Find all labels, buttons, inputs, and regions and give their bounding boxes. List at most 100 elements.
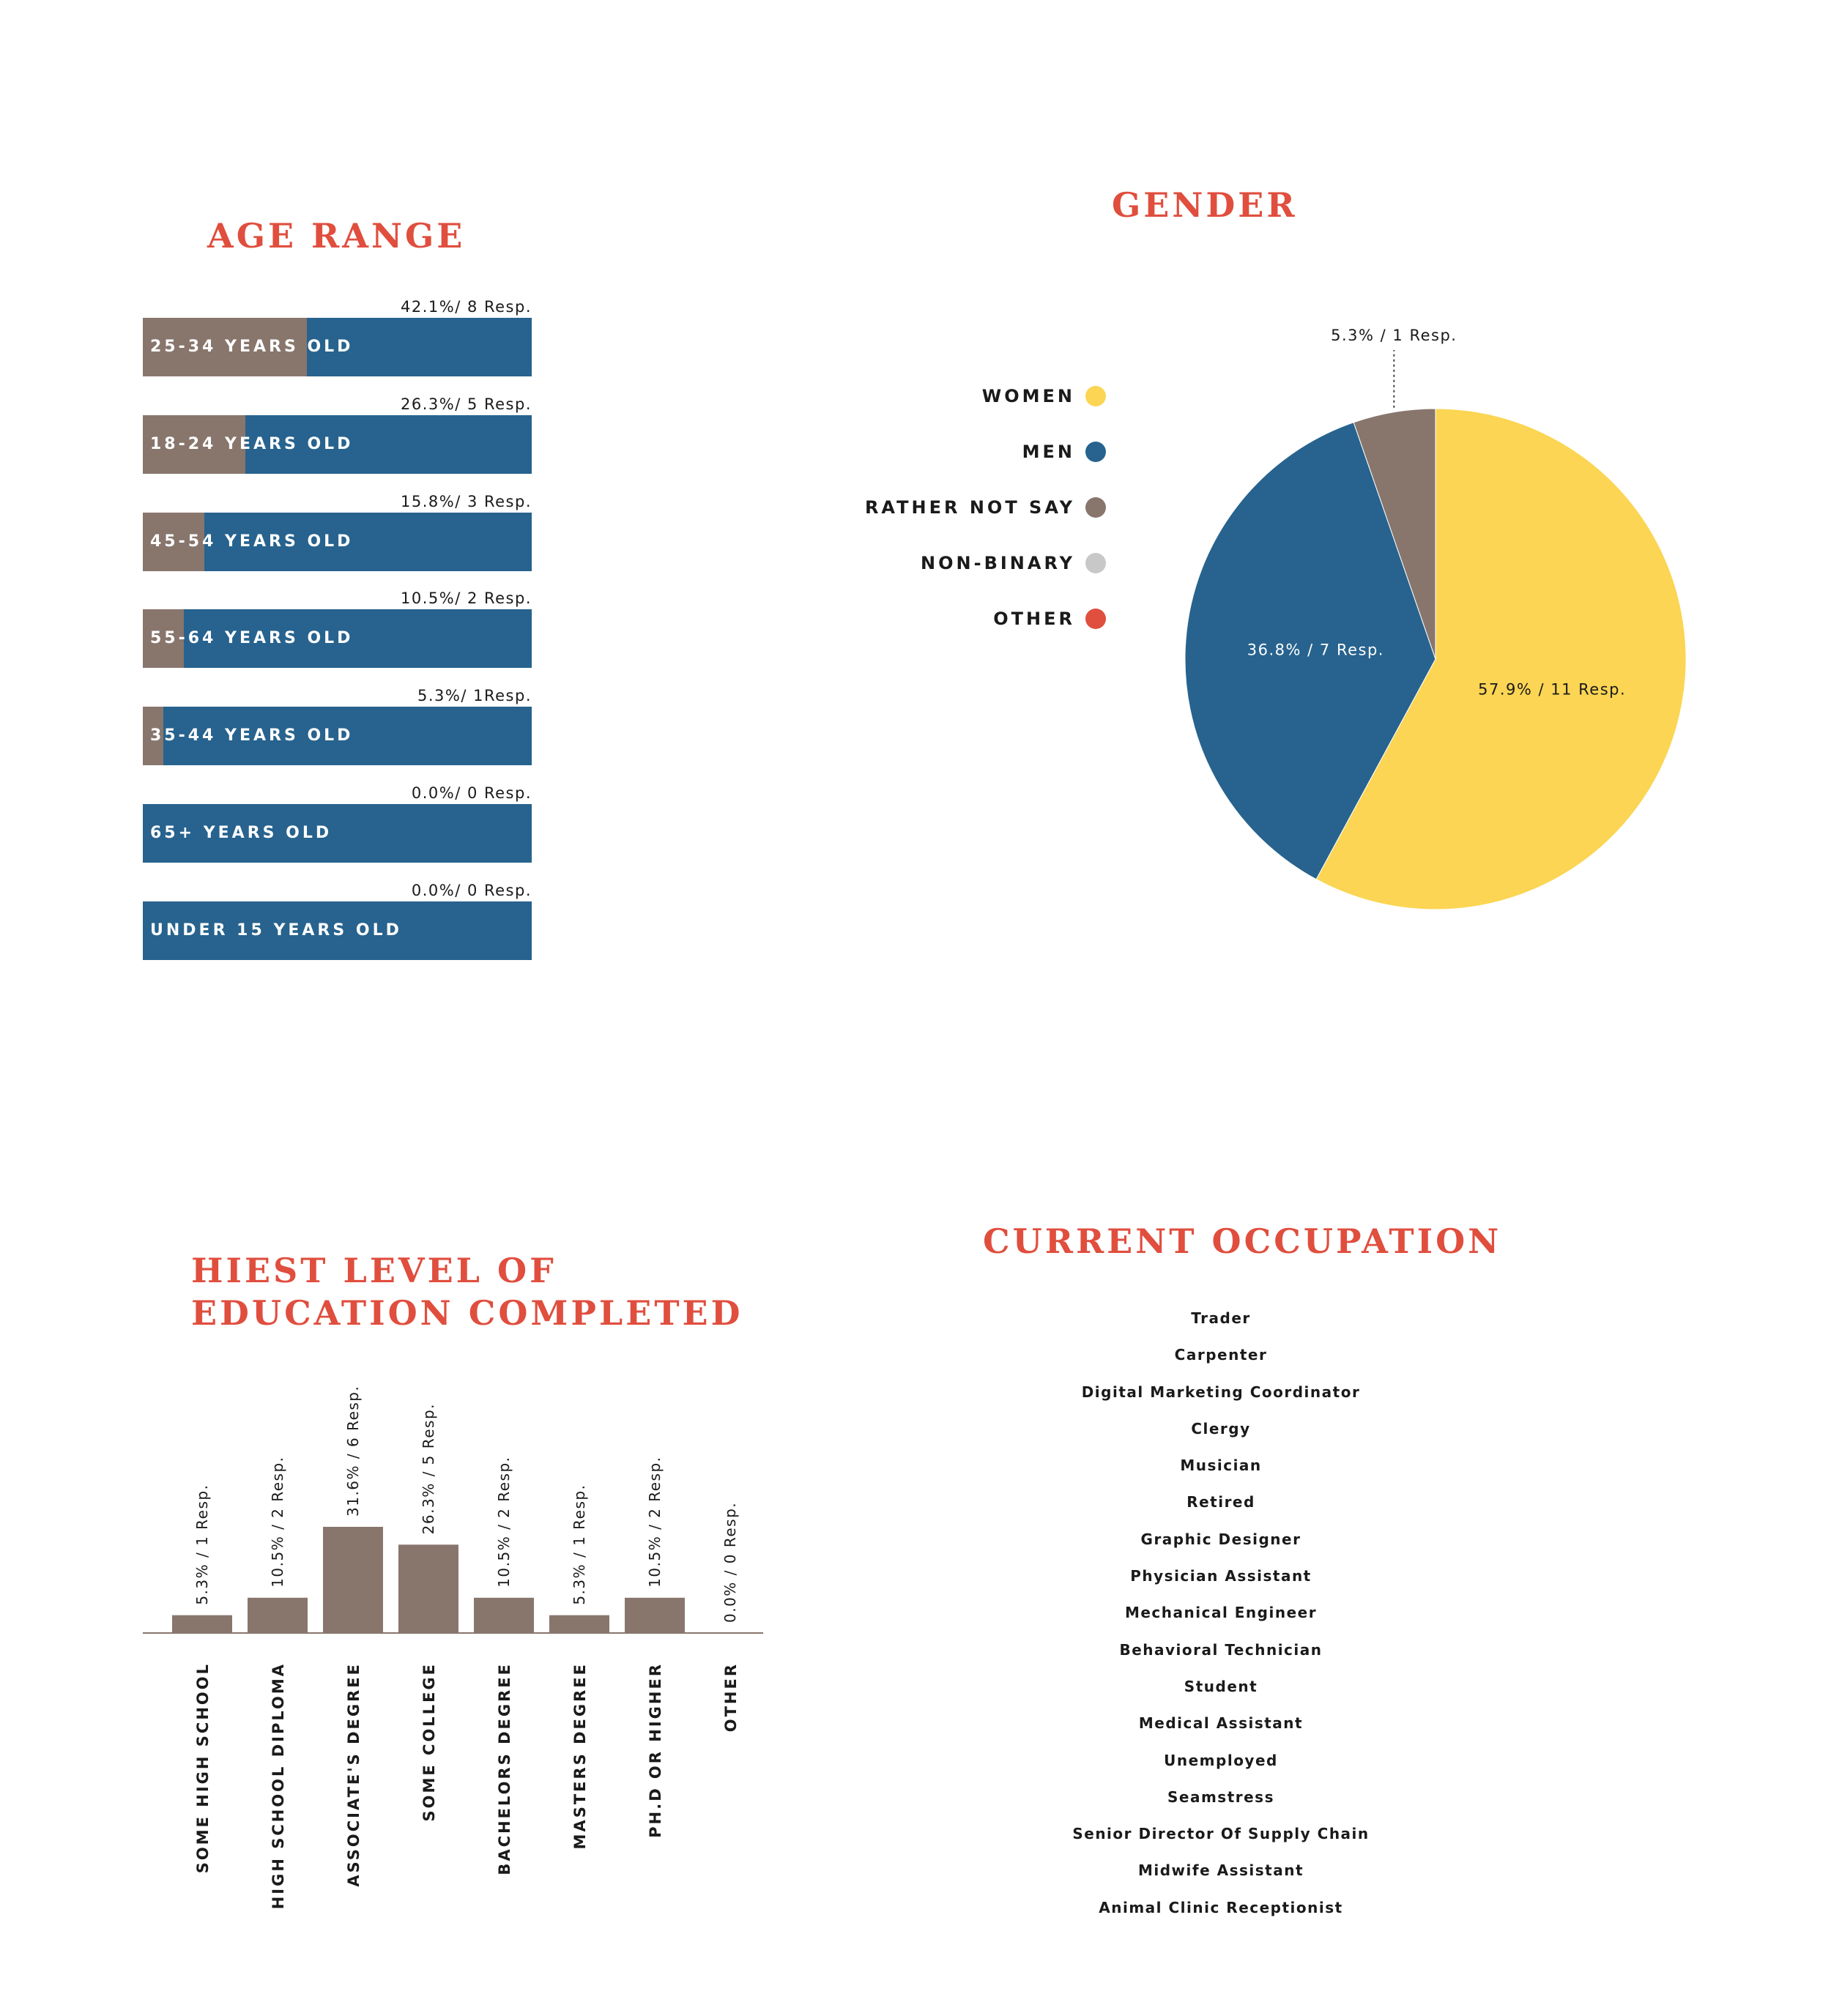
- education-title-line-1: HIEST LEVEL OF: [191, 1251, 557, 1290]
- occupation-item: Digital Marketing Coordinator: [1081, 1383, 1361, 1401]
- occupation-item: Physician Assistant: [1130, 1567, 1312, 1585]
- age-bar-value-label: 0.0%/ 0 Resp.: [411, 882, 532, 899]
- pie-slice-rather-not-say: [1353, 408, 1436, 660]
- age-bar-row: 0.0%/ 0 Resp. 65+ YEARS OLD: [143, 784, 532, 863]
- education-category-label: ASSOCIATE'S DEGREE: [345, 1662, 363, 1887]
- legend-item: WOMEN: [842, 383, 1106, 439]
- age-bar: 45-54 YEARS OLD: [143, 513, 532, 571]
- age-bar-category-label: 25-34 YEARS OLD: [150, 338, 354, 356]
- age-bar: 35-44 YEARS OLD: [143, 707, 532, 765]
- legend-label: NON-BINARY: [921, 553, 1075, 573]
- occupation-item: Retired: [1186, 1493, 1255, 1511]
- education-bar: [172, 1615, 232, 1633]
- occupation-item: Seamstress: [1167, 1788, 1274, 1806]
- occupation-item: Mechanical Engineer: [1124, 1604, 1318, 1622]
- age-bar-fill: [143, 415, 245, 474]
- occupation-item: Musician: [1180, 1457, 1262, 1475]
- education-title-line-2: EDUCATION COMPLETED: [191, 1293, 743, 1333]
- age-bar-value-label: 10.5%/ 2 Resp.: [400, 589, 532, 607]
- education-value-label: 31.6% / 6 Resp.: [344, 1385, 362, 1517]
- education-category-label: OTHER: [722, 1662, 740, 1732]
- legend-label: WOMEN: [981, 386, 1075, 406]
- education-bar: [625, 1597, 685, 1633]
- legend-dot: [1085, 553, 1106, 573]
- legend-item: RATHER NOT SAY: [842, 494, 1106, 550]
- age-range-title: AGE RANGE: [207, 216, 466, 256]
- legend-item: MEN: [842, 439, 1106, 494]
- age-bar-value-label: 0.0%/ 0 Resp.: [411, 784, 532, 802]
- pie-slice-women: [1315, 408, 1687, 910]
- age-bar-value-label: 42.1%/ 8 Resp.: [400, 298, 532, 316]
- occupation-list: Trader Carpenter Digital Marketing Coordin…: [1001, 1307, 1441, 1933]
- age-bar-category-label: 55-64 YEARS OLD: [150, 629, 354, 647]
- occupation-item: Graphic Designer: [1140, 1530, 1301, 1548]
- age-bar-fill: [143, 609, 184, 668]
- age-bar-category-label: 18-24 YEARS OLD: [150, 435, 354, 453]
- occupation-item: Carpenter: [1174, 1346, 1268, 1364]
- occupation-item: Unemployed: [1164, 1751, 1278, 1769]
- age-bar-row: 26.3%/ 5 Resp. 18-24 YEARS OLD: [143, 395, 532, 474]
- education-bar: [323, 1527, 383, 1633]
- education-value-label: 10.5% / 2 Resp.: [269, 1456, 286, 1587]
- pie-slice-label: 36.8% / 7 Resp.: [1247, 641, 1384, 659]
- age-bar-fill: [143, 707, 164, 765]
- education-bar: [474, 1597, 534, 1633]
- age-bar-fill: [143, 318, 307, 376]
- education-value-label: 10.5% / 2 Resp.: [495, 1456, 513, 1587]
- occupation-title: CURRENT OCCUPATION: [983, 1221, 1502, 1261]
- occupation-item: Medical Assistant: [1138, 1714, 1304, 1733]
- legend-label: OTHER: [993, 609, 1075, 629]
- age-bar: 55-64 YEARS OLD: [143, 609, 532, 668]
- age-bar-fill: [143, 513, 204, 571]
- education-value-label: 5.3% / 1 Resp.: [571, 1484, 588, 1605]
- education-category-label: MASTERS DEGREE: [571, 1662, 589, 1849]
- education-bar-chart: 5.3% / 1 Resp. SOME HIGH SCHOOL 10.5% / 2 …: [143, 1385, 763, 1909]
- education-value-label: 26.3% / 5 Resp.: [420, 1403, 437, 1534]
- education-bar: [398, 1544, 458, 1633]
- legend-item: NON-BINARY: [842, 550, 1106, 606]
- age-bar-value-label: 26.3%/ 5 Resp.: [400, 395, 532, 413]
- age-bar: 25-34 YEARS OLD: [143, 318, 532, 376]
- legend-dot: [1085, 497, 1106, 518]
- pie-slice-men: [1184, 422, 1436, 880]
- occupation-item: Animal Clinic Receptionist: [1099, 1898, 1343, 1916]
- education-category-label: SOME COLLEGE: [420, 1662, 438, 1821]
- legend-dot: [1085, 442, 1106, 462]
- age-bar-value-label: 5.3%/ 1Resp.: [417, 687, 532, 704]
- education-category-label: SOME HIGH SCHOOL: [194, 1662, 212, 1873]
- age-bar-row: 10.5%/ 2 Resp. 55-64 YEARS OLD: [143, 589, 532, 668]
- occupation-item: Student: [1184, 1677, 1258, 1695]
- age-bar-value-label: 15.8%/ 3 Resp.: [400, 493, 532, 510]
- age-bar-category-label: 45-54 YEARS OLD: [150, 532, 354, 551]
- education-title: HIEST LEVEL OF EDUCATION COMPLETED: [191, 1249, 743, 1334]
- age-bar: 65+ YEARS OLD: [143, 804, 532, 863]
- age-bar-row: 5.3%/ 1Resp. 35-44 YEARS OLD: [143, 687, 532, 765]
- age-bar-row: 0.0%/ 0 Resp. UNDER 15 YEARS OLD: [143, 882, 532, 960]
- education-bar: [549, 1615, 609, 1633]
- age-bar-row: 15.8%/ 3 Resp. 45-54 YEARS OLD: [143, 493, 532, 571]
- legend-dot: [1085, 609, 1106, 629]
- age-bar-category-label: 35-44 YEARS OLD: [150, 726, 354, 745]
- occupation-item: Midwife Assistant: [1137, 1861, 1304, 1880]
- age-bar: 18-24 YEARS OLD: [143, 415, 532, 474]
- pie-callout-label: 5.3% / 1 Resp.: [1331, 327, 1457, 344]
- age-bar-category-label: UNDER 15 YEARS OLD: [150, 921, 402, 940]
- legend-dot: [1085, 386, 1106, 406]
- occupation-item: Behavioral Technician: [1119, 1640, 1323, 1659]
- gender-legend: WOMEN MEN RATHER NOT SAY NON-BINARY OTHER: [842, 383, 1106, 661]
- occupation-item: Clergy: [1191, 1419, 1251, 1437]
- gender-title: GENDER: [1112, 185, 1298, 225]
- education-value-label: 10.5% / 2 Resp.: [646, 1456, 664, 1587]
- pie-slice-label: 57.9% / 11 Resp.: [1478, 680, 1626, 698]
- education-value-label: 0.0% / 0 Resp.: [721, 1502, 739, 1623]
- age-bar-row: 42.1%/ 8 Resp. 25-34 YEARS OLD: [143, 298, 532, 376]
- age-bar: UNDER 15 YEARS OLD: [143, 901, 532, 960]
- education-bar: [248, 1597, 308, 1633]
- gender-pie-chart: 57.9% / 11 Resp. 36.8% / 7 Resp. 5.3% / 1 …: [1184, 327, 1687, 910]
- education-value-label: 5.3% / 1 Resp.: [193, 1484, 211, 1605]
- age-bar-category-label: 65+ YEARS OLD: [150, 824, 333, 842]
- occupation-item: Trader: [1191, 1309, 1251, 1327]
- education-category-label: BACHELORS DEGREE: [496, 1662, 513, 1875]
- occupation-item: Senior Director Of Supply Chain: [1072, 1825, 1370, 1843]
- education-category-label: HIGH SCHOOL DIPLOMA: [270, 1662, 287, 1909]
